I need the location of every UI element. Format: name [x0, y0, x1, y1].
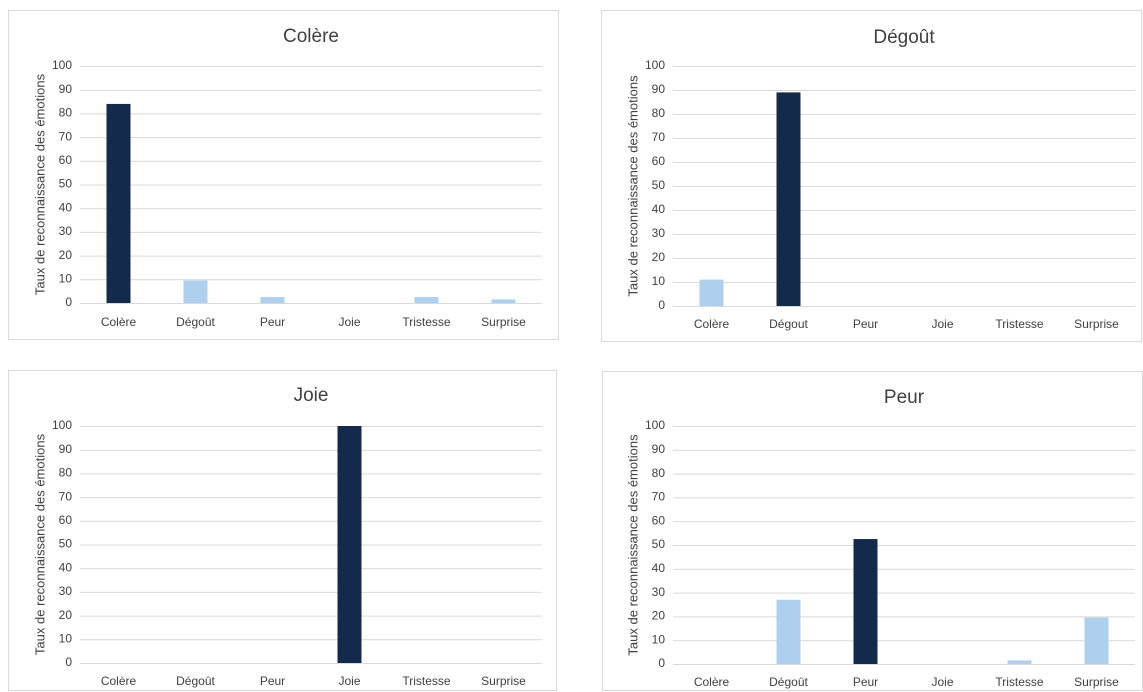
y-tick-label: 60	[652, 513, 666, 527]
x-category-label: Tristesse	[402, 674, 451, 688]
y-tick-label: 80	[652, 106, 666, 120]
x-category-label: Colère	[694, 675, 730, 689]
x-category-label: Peur	[853, 675, 878, 689]
x-category-label: Joie	[338, 315, 360, 329]
y-tick-label: 90	[652, 442, 666, 456]
y-tick-label: 0	[658, 656, 665, 670]
x-category-label: Surprise	[1074, 317, 1119, 331]
bar	[699, 279, 724, 306]
chart-svg: Joie Taux de reconnaissance des émotions 0…	[32, 385, 542, 688]
chart-svg: Dégoût Taux de reconnaissance des émotion…	[625, 27, 1135, 331]
y-tick-label: 70	[652, 490, 666, 504]
y-tick-label: 30	[59, 224, 73, 238]
y-tick-label: 50	[652, 537, 666, 551]
y-tick-label: 100	[645, 58, 665, 72]
y-tick-label: 30	[59, 584, 73, 598]
y-tick-label: 50	[59, 537, 73, 551]
bar	[776, 92, 801, 307]
y-tick-label: 20	[59, 248, 73, 262]
y-tick-label: 30	[652, 585, 666, 599]
x-category-label: Surprise	[481, 674, 526, 688]
y-tick-label: 70	[59, 489, 73, 503]
y-tick-label: 90	[652, 82, 666, 96]
y-tick-label: 10	[652, 274, 666, 288]
y-tick-label: 100	[52, 58, 72, 72]
y-tick-label: 0	[658, 298, 665, 312]
x-category-label: Dégoût	[176, 674, 215, 688]
y-tick-label: 80	[59, 466, 73, 480]
y-axis-label: Taux de reconnaissance des émotions	[32, 73, 47, 295]
y-tick-label: 10	[652, 632, 666, 646]
chart-panel-peur: Peur Taux de reconnaissance des émotions 0…	[602, 371, 1143, 691]
x-category-label: Peur	[853, 317, 878, 331]
x-category-label: Tristesse	[995, 675, 1044, 689]
bar	[853, 539, 878, 664]
y-tick-label: 0	[65, 295, 72, 309]
y-tick-label: 40	[59, 200, 73, 214]
y-axis-label: Taux de reconnaissance des émotions	[32, 433, 47, 655]
y-tick-label: 40	[652, 202, 666, 216]
x-category-label: Dégout	[769, 317, 808, 331]
y-tick-label: 70	[652, 130, 666, 144]
y-tick-label: 40	[59, 560, 73, 574]
bar	[260, 297, 285, 303]
x-category-label: Surprise	[1074, 675, 1119, 689]
x-category-label: Joie	[338, 674, 360, 688]
chart-title: Peur	[884, 387, 925, 408]
chart-title: Dégoût	[873, 27, 935, 48]
x-category-label: Peur	[260, 315, 285, 329]
y-tick-label: 90	[59, 82, 73, 96]
bar	[337, 426, 362, 663]
y-tick-label: 60	[652, 154, 666, 168]
bar	[1084, 617, 1109, 664]
chart-panel-joie: Joie Taux de reconnaissance des émotions 0…	[8, 370, 557, 691]
bar	[106, 103, 131, 303]
x-category-label: Colère	[101, 674, 137, 688]
y-tick-label: 20	[652, 250, 666, 264]
x-category-label: Colère	[694, 317, 730, 331]
x-category-label: Dégoût	[176, 315, 215, 329]
x-category-label: Joie	[931, 317, 953, 331]
x-category-label: Dégoût	[769, 675, 808, 689]
x-category-label: Peur	[260, 674, 285, 688]
y-axis-label: Taux de reconnaissance des émotions	[625, 434, 640, 656]
bar	[414, 297, 439, 303]
chart-panel-colere: Colère Taux de reconnaissance des émotion…	[8, 10, 559, 340]
x-category-label: Joie	[931, 675, 953, 689]
y-axis-label: Taux de reconnaissance des émotions	[625, 75, 640, 297]
bar	[183, 280, 208, 303]
y-tick-label: 40	[652, 561, 666, 575]
x-category-label: Tristesse	[402, 315, 451, 329]
y-tick-label: 80	[59, 106, 73, 120]
y-tick-label: 100	[645, 418, 665, 432]
y-tick-label: 50	[59, 177, 73, 191]
y-tick-label: 0	[65, 655, 72, 669]
chart-title: Colère	[283, 26, 339, 47]
x-category-label: Tristesse	[995, 317, 1044, 331]
chart-svg: Peur Taux de reconnaissance des émotions 0…	[625, 387, 1135, 689]
x-category-label: Surprise	[481, 315, 526, 329]
x-category-label: Colère	[101, 315, 137, 329]
chart-title: Joie	[294, 385, 329, 406]
y-tick-label: 20	[59, 608, 73, 622]
y-tick-label: 80	[652, 466, 666, 480]
y-tick-label: 50	[652, 178, 666, 192]
y-tick-label: 60	[59, 513, 73, 527]
bar	[776, 599, 801, 664]
y-tick-label: 10	[59, 271, 73, 285]
bar	[1007, 660, 1032, 664]
y-tick-label: 20	[652, 609, 666, 623]
y-tick-label: 90	[59, 442, 73, 456]
y-tick-label: 70	[59, 129, 73, 143]
y-tick-label: 100	[52, 418, 72, 432]
y-tick-label: 10	[59, 631, 73, 645]
y-tick-label: 30	[652, 226, 666, 240]
chart-panel-degout: Dégoût Taux de reconnaissance des émotion…	[601, 10, 1142, 342]
bar	[491, 299, 516, 303]
y-tick-label: 60	[59, 153, 73, 167]
chart-svg: Colère Taux de reconnaissance des émotion…	[32, 26, 542, 329]
